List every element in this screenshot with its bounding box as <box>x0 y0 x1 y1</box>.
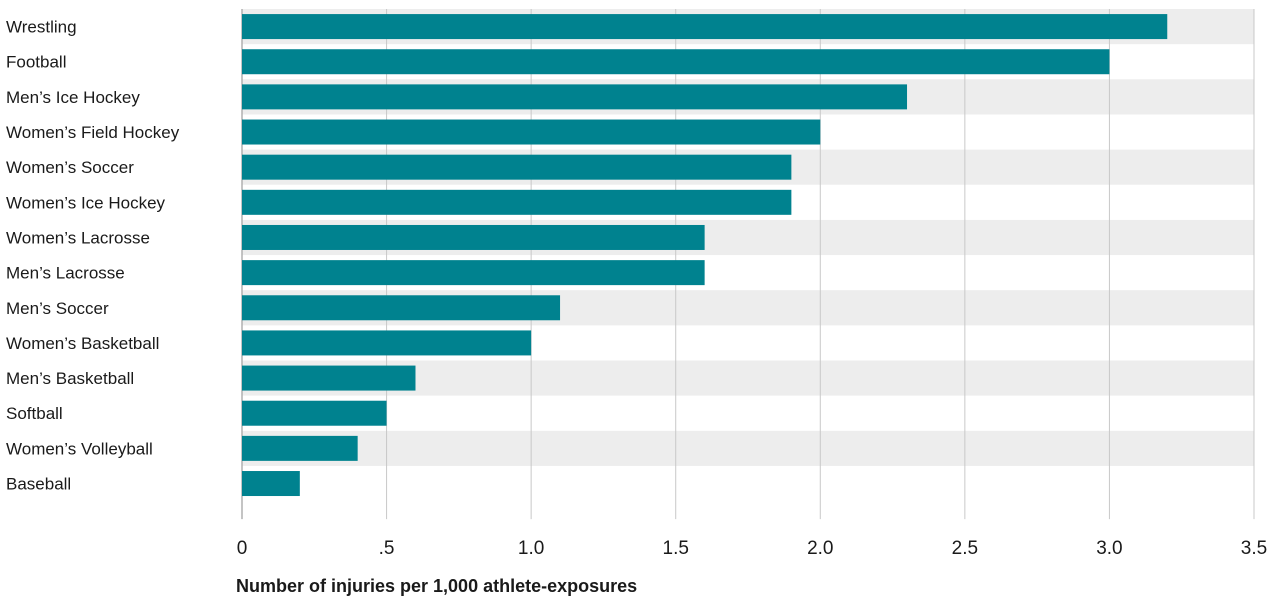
bars <box>242 14 1168 497</box>
bar <box>242 435 358 461</box>
bar <box>242 189 792 215</box>
x-tick-label: 1.0 <box>518 538 544 559</box>
bar <box>242 330 532 356</box>
bar <box>242 471 300 497</box>
category-label: Men’s Lacrosse <box>6 264 125 283</box>
category-label: Men’s Basketball <box>6 369 134 388</box>
category-label: Men’s Ice Hockey <box>6 88 140 107</box>
bar <box>242 365 416 391</box>
bar <box>242 260 705 286</box>
x-tick-label: 0 <box>237 538 248 559</box>
x-axis-title: Number of injuries per 1,000 athlete-exp… <box>236 576 637 596</box>
category-label: Women’s Field Hockey <box>6 123 180 142</box>
category-label: Women’s Soccer <box>6 158 134 177</box>
category-label: Men’s Soccer <box>6 299 109 318</box>
bar <box>242 224 705 250</box>
bar <box>242 119 821 145</box>
category-label: Football <box>6 53 66 72</box>
x-tick-label: 3.0 <box>1096 538 1122 559</box>
x-tick-label: 2.0 <box>807 538 833 559</box>
x-tick-label: 1.5 <box>663 538 689 559</box>
bar <box>242 400 387 426</box>
category-label: Women’s Volleyball <box>6 439 153 458</box>
bar <box>242 84 908 110</box>
bar <box>242 154 792 180</box>
category-label: Women’s Lacrosse <box>6 228 150 247</box>
x-axis: 0 .5 1.0 1.5 2.0 2.5 3.0 3.5 <box>237 538 1267 559</box>
bar <box>242 295 561 321</box>
x-tick-label: 2.5 <box>952 538 978 559</box>
category-labels: Wrestling Football Men’s Ice Hockey Women’s… <box>6 18 180 494</box>
category-label: Softball <box>6 404 63 423</box>
category-label: Women’s Ice Hockey <box>6 193 166 212</box>
x-tick-label: 3.5 <box>1241 538 1267 559</box>
category-label: Baseball <box>6 475 71 494</box>
row-band <box>242 430 1254 466</box>
bar <box>242 49 1110 75</box>
bar <box>242 14 1168 40</box>
category-label: Wrestling <box>6 18 77 37</box>
category-label: Women’s Basketball <box>6 334 159 353</box>
x-tick-label: .5 <box>379 538 395 559</box>
